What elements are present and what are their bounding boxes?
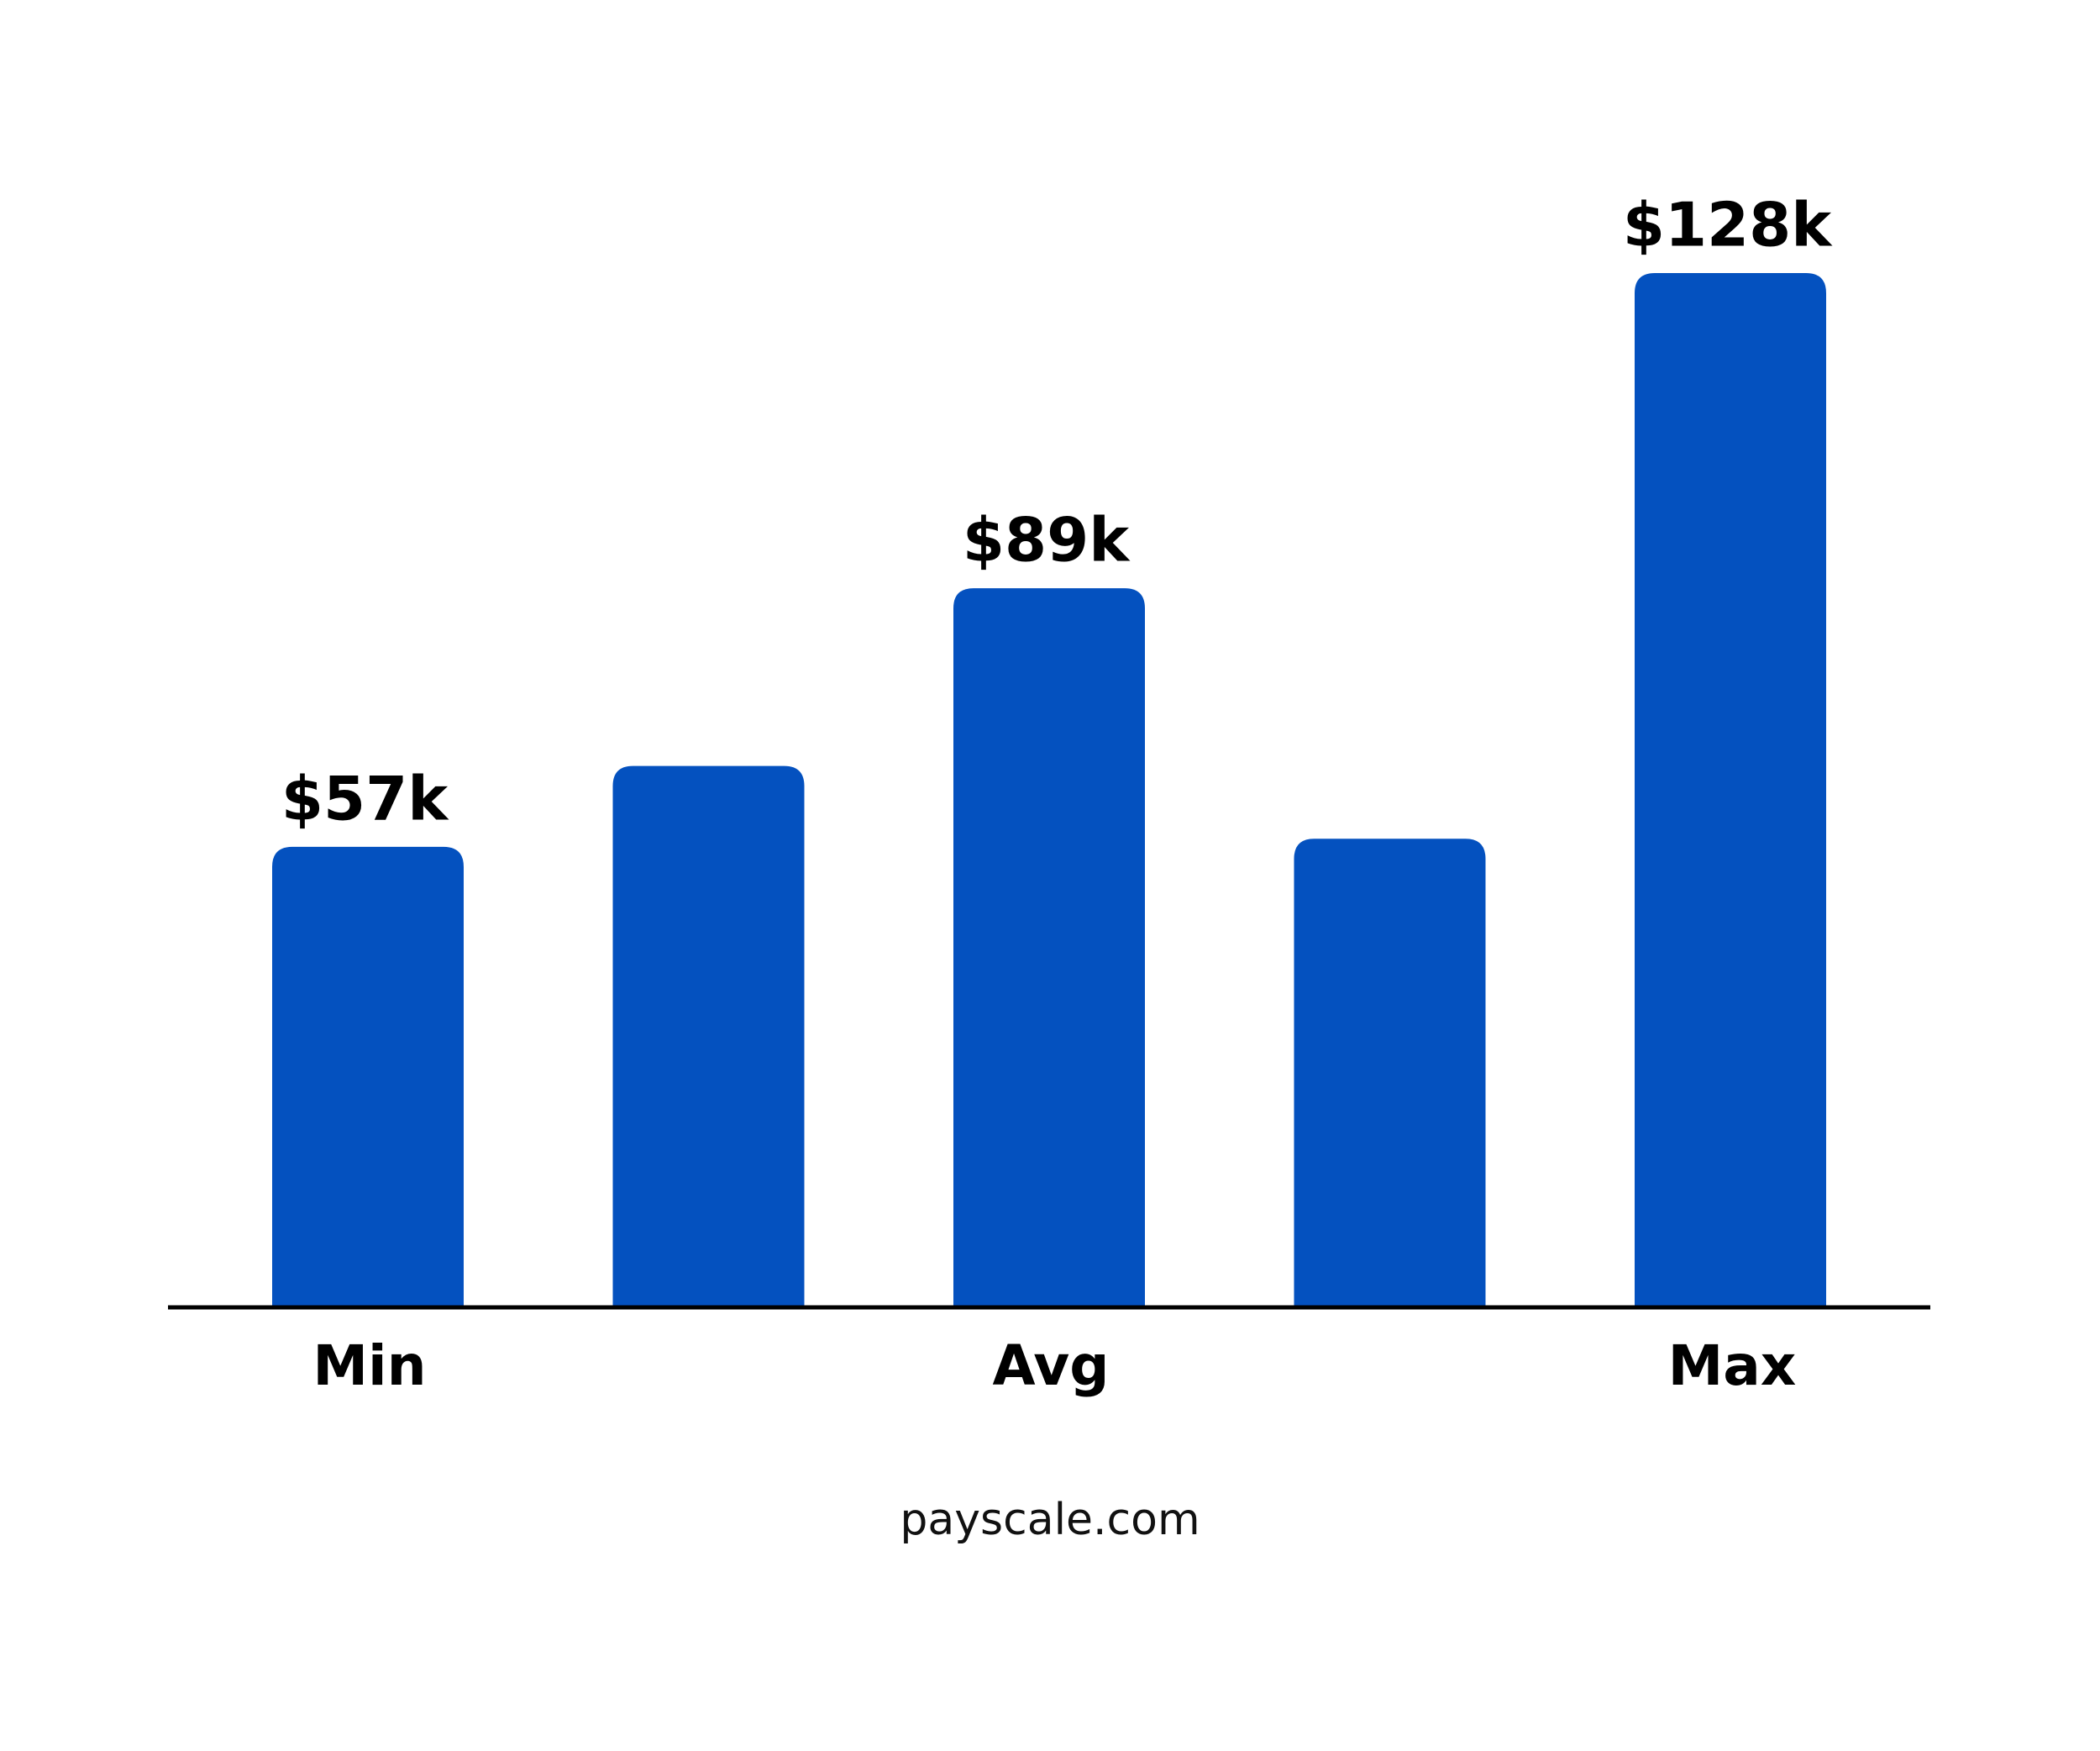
bar	[612, 765, 805, 1307]
x-tick-label: Min	[312, 1333, 426, 1398]
bar	[1635, 273, 1826, 1307]
x-tick-label: Avg	[993, 1333, 1110, 1398]
value-label: $89k	[963, 505, 1131, 576]
source-label: payscale.com	[900, 1495, 1200, 1545]
x-tick-label: Max	[1668, 1333, 1797, 1398]
bar	[272, 846, 464, 1307]
bar	[1294, 839, 1486, 1307]
value-label: $57k	[281, 763, 449, 833]
bar	[953, 588, 1145, 1307]
value-label: $128k	[1623, 190, 1833, 260]
